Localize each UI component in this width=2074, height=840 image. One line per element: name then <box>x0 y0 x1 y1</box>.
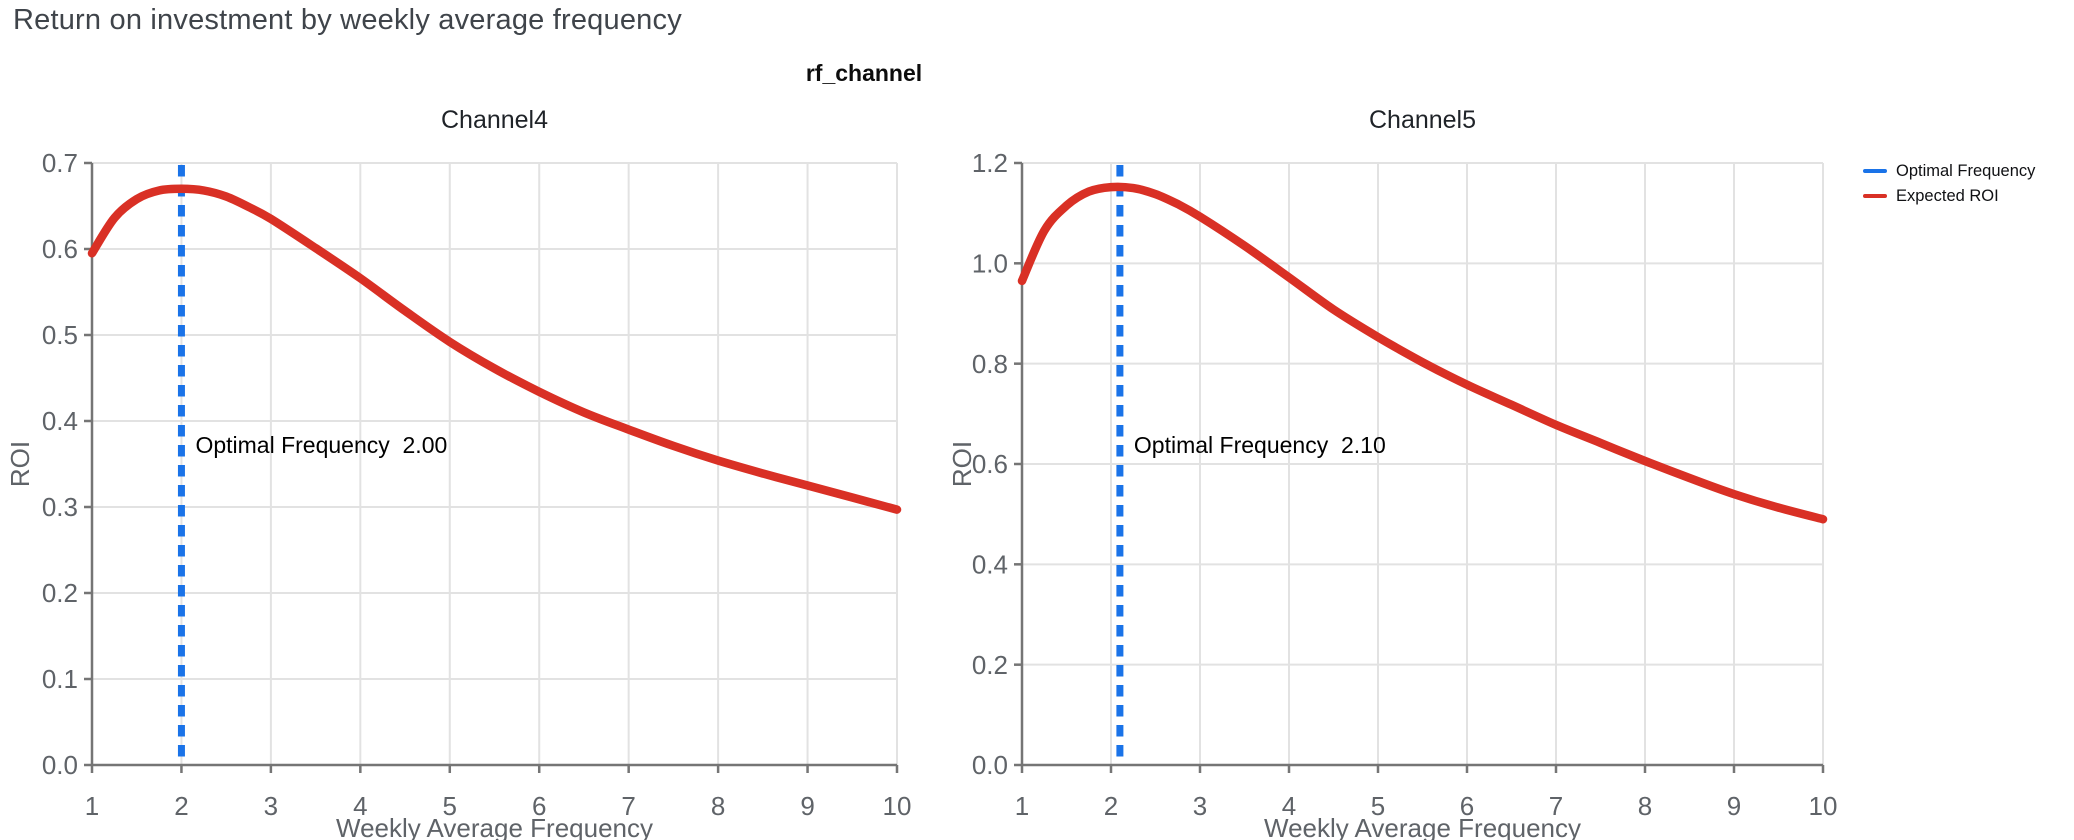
x-tick-label: 2 <box>1104 791 1118 821</box>
x-tick-label: 8 <box>711 791 725 821</box>
y-tick-label: 0.1 <box>42 664 78 694</box>
y-tick-label: 0.3 <box>42 492 78 522</box>
y-tick-label: 0.2 <box>42 578 78 608</box>
y-tick-label: 0.4 <box>42 406 78 436</box>
y-tick-label: 0.8 <box>972 349 1008 379</box>
x-tick-label: 10 <box>883 791 912 821</box>
y-tick-label: 0.7 <box>42 148 78 178</box>
legend-label: Optimal Frequency <box>1896 162 2036 180</box>
x-tick-label: 4 <box>353 791 367 821</box>
x-tick-label: 8 <box>1638 791 1652 821</box>
x-tick-label: 5 <box>1371 791 1385 821</box>
y-tick-label: 1.2 <box>972 148 1008 178</box>
y-tick-label: 0.6 <box>972 449 1008 479</box>
x-tick-label: 3 <box>1193 791 1207 821</box>
y-axis-title: ROI <box>5 441 35 487</box>
x-tick-label: 9 <box>800 791 814 821</box>
x-tick-label: 1 <box>1015 791 1029 821</box>
optimal-frequency-annotation: Optimal Frequency 2.10 <box>1134 432 1386 458</box>
y-tick-label: 0.0 <box>42 750 78 780</box>
expected-roi-curve <box>87 184 902 514</box>
y-tick-label: 0.5 <box>42 320 78 350</box>
roi-chart-panel-1: 0.0 0.1 0.2 0.3 0.4 0.5 0.6 0.7 1 2 3 4 5 6 7 8 9 10 Optim… <box>5 106 912 840</box>
legend-item-optimal-frequency: Optimal Frequency <box>1863 163 2035 180</box>
x-tick-label: 1 <box>85 791 99 821</box>
chart-title: Channel4 <box>441 106 548 134</box>
expected-roi-curve <box>1017 182 1828 524</box>
y-tick-label: 0.0 <box>972 750 1008 780</box>
page-title: Return on investment by weekly average f… <box>13 4 682 36</box>
optimal-frequency-line-icon <box>1863 169 1887 174</box>
x-tick-label: 9 <box>1727 791 1741 821</box>
x-axis-title: Weekly Average Frequency <box>1264 813 1581 840</box>
y-tick-label: 0.2 <box>972 650 1008 680</box>
optimal-frequency-annotation: Optimal Frequency 2.00 <box>195 432 447 458</box>
y-tick-label: 1.0 <box>972 248 1008 278</box>
figure-suptitle: rf_channel <box>805 60 923 86</box>
expected-roi-line-icon <box>1863 193 1887 198</box>
x-tick-label: 6 <box>532 791 546 821</box>
chart-legend: Optimal Frequency Expected ROI <box>1863 163 2035 204</box>
x-tick-label: 7 <box>621 791 635 821</box>
legend-label: Expected ROI <box>1896 186 1999 205</box>
y-tick-label: 0.4 <box>972 549 1008 579</box>
x-tick-label: 6 <box>1460 791 1474 821</box>
chart-title: Channel5 <box>1369 106 1476 134</box>
x-tick-label: 2 <box>174 791 188 821</box>
x-tick-label: 5 <box>443 791 457 821</box>
roi-chart-panel-2: 0.0 0.2 0.4 0.6 0.8 1.0 1.2 1 2 3 4 5 6 7 8 9 10 Optimal … <box>947 106 1838 840</box>
x-tick-label: 4 <box>1282 791 1296 821</box>
y-tick-label: 0.6 <box>42 234 78 264</box>
x-tick-label: 3 <box>264 791 278 821</box>
legend-item-expected-roi: Expected ROI <box>1863 186 2035 205</box>
y-axis-title: ROI <box>947 441 977 487</box>
x-tick-label: 7 <box>1549 791 1563 821</box>
x-axis-title: Weekly Average Frequency <box>336 813 653 840</box>
x-tick-label: 10 <box>1809 791 1838 821</box>
